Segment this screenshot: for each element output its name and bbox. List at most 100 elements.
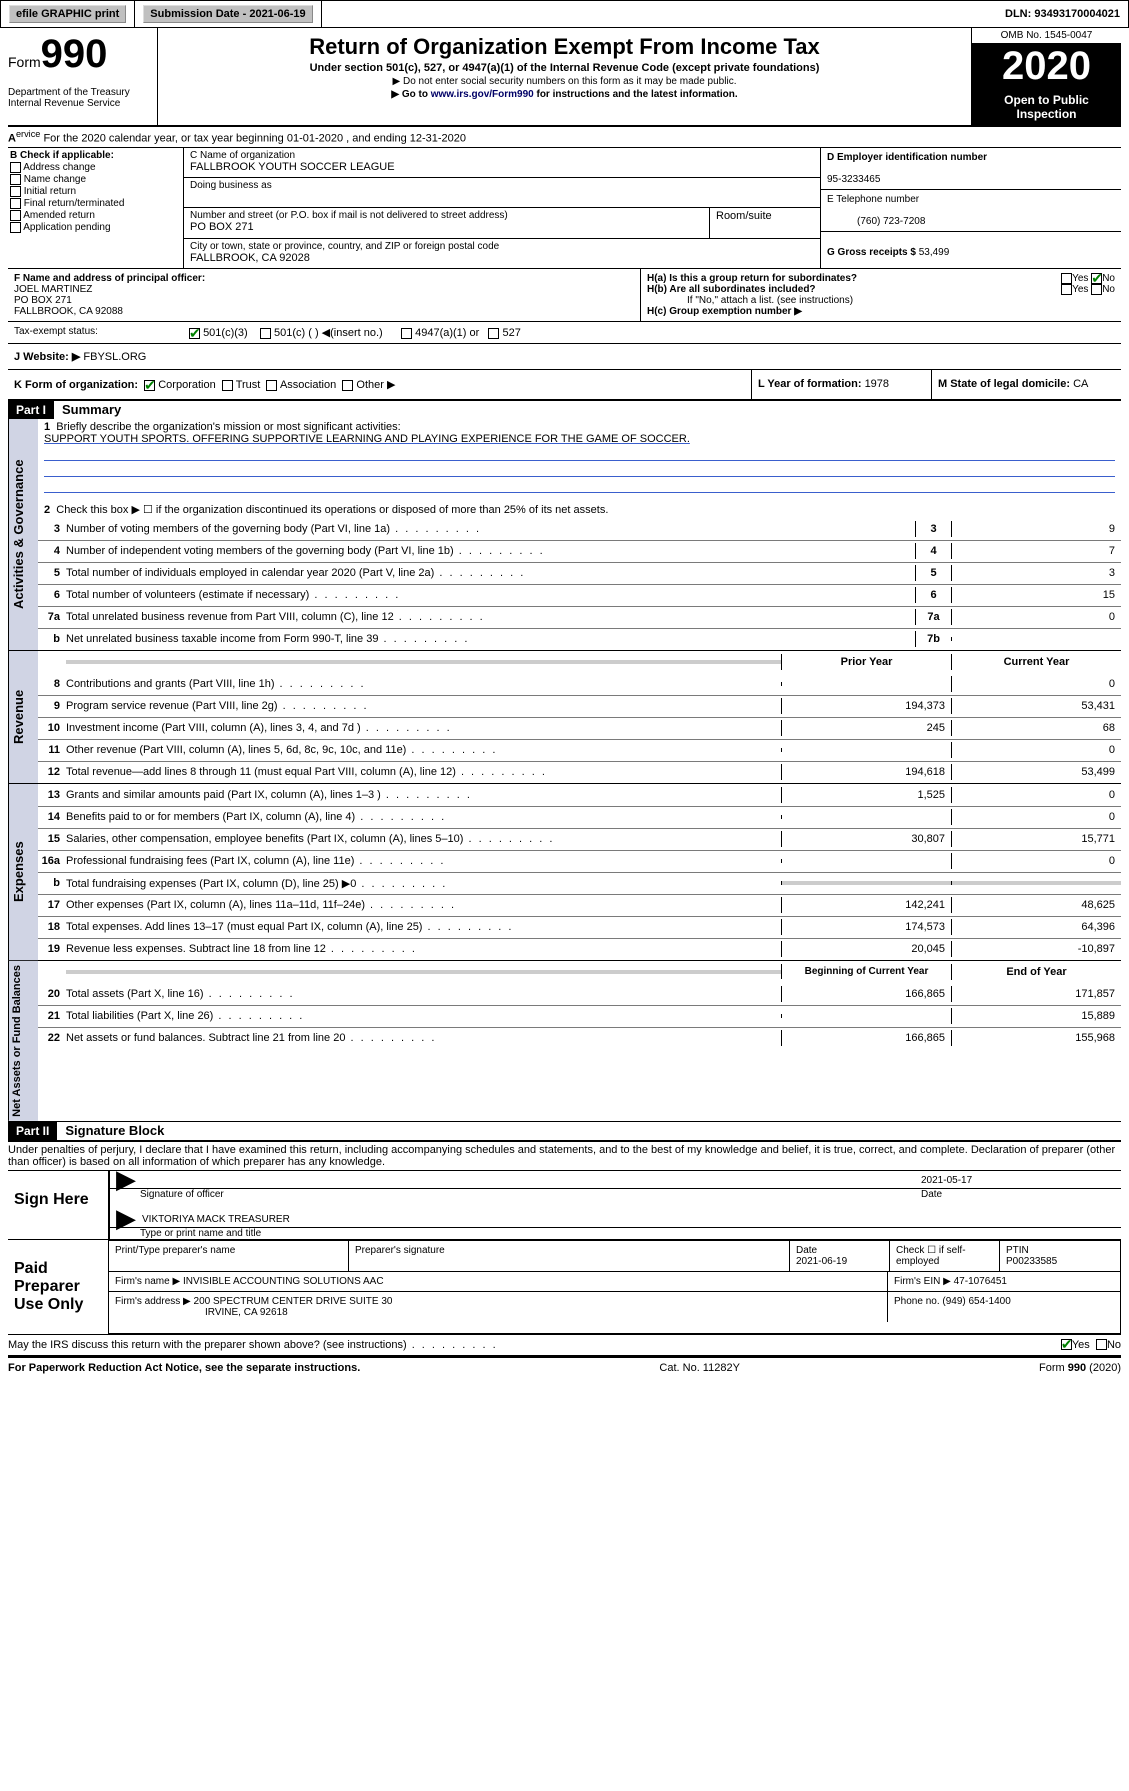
row-f-h: F Name and address of principal officer:… <box>8 268 1121 321</box>
discuss-row: May the IRS discuss this return with the… <box>8 1335 1121 1357</box>
open-public: Open to Public Inspection <box>972 89 1121 125</box>
ein: 95-3233465 <box>827 174 880 185</box>
table-row: 10Investment income (Part VIII, column (… <box>38 717 1121 739</box>
org-name: FALLBROOK YOUTH SOCCER LEAGUE <box>190 161 814 173</box>
footer: For Paperwork Reduction Act Notice, see … <box>8 1357 1121 1378</box>
instr-1: ▶ Do not enter social security numbers o… <box>162 76 967 87</box>
header-left: Form990 Department of the Treasury Inter… <box>8 28 158 125</box>
g-cell: G Gross receipts $ 53,499 <box>821 232 1121 262</box>
e-cell: E Telephone number (760) 723-7208 <box>821 190 1121 232</box>
side-gov: Activities & Governance <box>8 419 38 650</box>
room-suite: Room/suite <box>710 208 820 238</box>
arrow-icon: ▶ <box>110 1212 142 1225</box>
top-bar: efile GRAPHIC print Submission Date - 20… <box>0 0 1129 28</box>
c-name-cell: C Name of organization FALLBROOK YOUTH S… <box>184 148 820 178</box>
table-row: 6Total number of volunteers (estimate if… <box>38 584 1121 606</box>
efile-btn[interactable]: efile GRAPHIC print <box>9 5 126 23</box>
org-addr: PO BOX 271 <box>190 221 703 233</box>
c-addr-row: Number and street (or P.O. box if mail i… <box>184 208 820 238</box>
paid-r3: Firm's address ▶ 200 SPECTRUM CENTER DRI… <box>109 1292 1120 1322</box>
footer-mid: Cat. No. 11282Y <box>659 1362 740 1374</box>
rev-hdr: Prior Year Current Year <box>38 651 1121 673</box>
irs-link[interactable]: www.irs.gov/Form990 <box>431 89 534 100</box>
cb-address[interactable]: Address change <box>10 162 181 173</box>
col-deg: D Employer identification number 95-3233… <box>821 148 1121 268</box>
gross-receipts: 53,499 <box>919 247 950 258</box>
header-right: OMB No. 1545-0047 2020 Open to Public In… <box>971 28 1121 125</box>
firm-name: INVISIBLE ACCOUNTING SOLUTIONS AAC <box>183 1276 384 1287</box>
paid-label: Paid Preparer Use Only <box>8 1240 108 1334</box>
table-row: 18Total expenses. Add lines 13–17 (must … <box>38 916 1121 938</box>
subtitle-1: Under section 501(c), 527, or 4947(a)(1)… <box>162 62 967 74</box>
revenue-section: Revenue Prior Year Current Year 8Contrib… <box>8 651 1121 784</box>
officer-name: JOEL MARTINEZ <box>14 284 92 295</box>
f-cell: F Name and address of principal officer:… <box>8 269 641 321</box>
net-hdr: Beginning of Current Year End of Year <box>38 961 1121 983</box>
table-row: 16aProfessional fundraising fees (Part I… <box>38 850 1121 872</box>
omb: OMB No. 1545-0047 <box>972 28 1121 44</box>
side-net: Net Assets or Fund Balances <box>8 961 38 1121</box>
row-j: J Website: ▶ FBYSL.ORG <box>8 344 1121 370</box>
b-header: B Check if applicable: <box>10 150 181 161</box>
org-city: FALLBROOK, CA 92028 <box>190 252 814 264</box>
website: FBYSL.ORG <box>80 351 146 363</box>
table-row: 7aTotal unrelated business revenue from … <box>38 606 1121 628</box>
d-cell: D Employer identification number 95-3233… <box>821 148 1121 190</box>
row-k: K Form of organization: Corporation Trus… <box>8 370 1121 401</box>
mission-text: SUPPORT YOUTH SPORTS. OFFERING SUPPORTIV… <box>44 433 690 445</box>
table-row: 12Total revenue—add lines 8 through 11 (… <box>38 761 1121 783</box>
part1-header: Part ISummary <box>8 401 1121 419</box>
netassets-section: Net Assets or Fund Balances Beginning of… <box>8 961 1121 1122</box>
h-cell: H(a) Is this a group return for subordin… <box>641 269 1121 321</box>
form-title: Return of Organization Exempt From Incom… <box>162 34 967 60</box>
form-990-label: Form990 <box>8 32 153 77</box>
line-2: 2 Check this box ▶ ☐ if the organization… <box>38 501 1121 518</box>
tax-opts: 501(c)(3) 501(c) ( ) ◀(insert no.) 4947(… <box>183 322 1121 343</box>
footer-left: For Paperwork Reduction Act Notice, see … <box>8 1362 360 1374</box>
row-tax-status: Tax-exempt status: 501(c)(3) 501(c) ( ) … <box>8 321 1121 344</box>
table-row: 11Other revenue (Part VIII, column (A), … <box>38 739 1121 761</box>
table-row: 17Other expenses (Part IX, column (A), l… <box>38 894 1121 916</box>
sign-date: 2021-05-17 <box>921 1175 1121 1186</box>
phone: (760) 723-7208 <box>827 216 925 227</box>
footer-right: Form 990 (2020) <box>1039 1362 1121 1374</box>
table-row: 3Number of voting members of the governi… <box>38 518 1121 540</box>
line-a: Aervice For the 2020 calendar year, or t… <box>8 127 1121 148</box>
table-row: 14Benefits paid to or for members (Part … <box>38 806 1121 828</box>
governance-section: Activities & Governance 1 Briefly descri… <box>8 419 1121 651</box>
cb-name[interactable]: Name change <box>10 174 181 185</box>
side-rev: Revenue <box>8 651 38 783</box>
dept-label: Department of the Treasury Internal Reve… <box>8 87 153 109</box>
table-row: 13Grants and similar amounts paid (Part … <box>38 784 1121 806</box>
arrow-icon: ▶ <box>110 1173 142 1186</box>
table-row: bNet unrelated business taxable income f… <box>38 628 1121 650</box>
cb-amended[interactable]: Amended return <box>10 210 181 221</box>
sign-here-label: Sign Here <box>8 1171 108 1239</box>
instr-2: ▶ Go to www.irs.gov/Form990 for instruct… <box>162 89 967 100</box>
table-row: 21Total liabilities (Part X, line 26)15,… <box>38 1005 1121 1027</box>
l-year: L Year of formation: 1978 <box>751 370 931 399</box>
cb-final[interactable]: Final return/terminated <box>10 198 181 209</box>
sub-btn: Submission Date - 2021-06-19 <box>143 5 312 23</box>
m-state: M State of legal domicile: CA <box>931 370 1121 399</box>
form-header: Form990 Department of the Treasury Inter… <box>8 28 1121 127</box>
efile-label: efile GRAPHIC print <box>1 1 135 27</box>
cb-initial[interactable]: Initial return <box>10 186 181 197</box>
block-b-to-g: B Check if applicable: Address change Na… <box>8 148 1121 268</box>
sign-here-row: Sign Here ▶ 2021-05-17 Signature of offi… <box>8 1170 1121 1240</box>
c-dba-cell: Doing business as <box>184 178 820 208</box>
expenses-section: Expenses 13Grants and similar amounts pa… <box>8 784 1121 961</box>
table-row: 4Number of independent voting members of… <box>38 540 1121 562</box>
cb-app[interactable]: Application pending <box>10 222 181 233</box>
table-row: 20Total assets (Part X, line 16)166,8651… <box>38 983 1121 1005</box>
table-row: 5Total number of individuals employed in… <box>38 562 1121 584</box>
table-row: bTotal fundraising expenses (Part IX, co… <box>38 872 1121 894</box>
table-row: 19Revenue less expenses. Subtract line 1… <box>38 938 1121 960</box>
side-exp: Expenses <box>8 784 38 960</box>
dln: DLN: 93493170004021 <box>997 4 1128 24</box>
table-row: 15Salaries, other compensation, employee… <box>38 828 1121 850</box>
table-row: 22Net assets or fund balances. Subtract … <box>38 1027 1121 1049</box>
officer-signed: VIKTORIYA MACK TREASURER <box>142 1214 1121 1225</box>
submission-cell: Submission Date - 2021-06-19 <box>135 1 321 27</box>
col-c: C Name of organization FALLBROOK YOUTH S… <box>183 148 821 268</box>
